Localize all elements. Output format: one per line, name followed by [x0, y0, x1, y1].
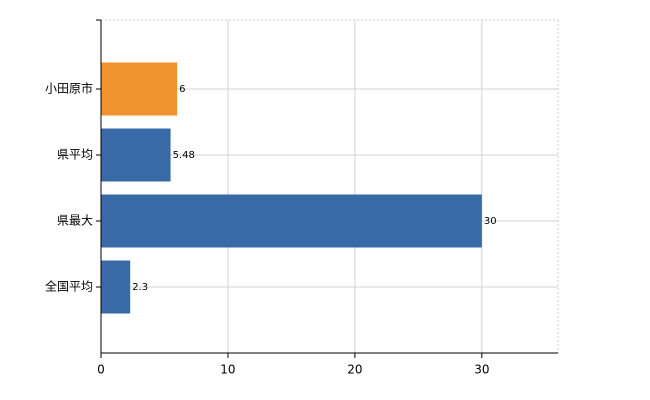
- x-tick-label: 10: [220, 363, 235, 377]
- value-label: 2.3: [132, 282, 148, 293]
- bar: [101, 128, 171, 182]
- x-tick-label: 20: [347, 363, 362, 377]
- bar: [101, 62, 178, 116]
- bar: [101, 194, 482, 248]
- y-tick-label: 県平均: [57, 148, 93, 162]
- bar: [101, 260, 131, 314]
- x-tick-label: 30: [474, 363, 489, 377]
- y-tick-label: 小田原市: [45, 81, 93, 96]
- value-label: 6: [179, 84, 185, 95]
- x-tick-label: 0: [97, 363, 105, 377]
- y-tick-label: 全国平均: [45, 279, 93, 294]
- value-label: 30: [484, 216, 497, 227]
- y-tick-label: 県最大: [57, 214, 93, 228]
- value-label: 5.48: [173, 150, 195, 161]
